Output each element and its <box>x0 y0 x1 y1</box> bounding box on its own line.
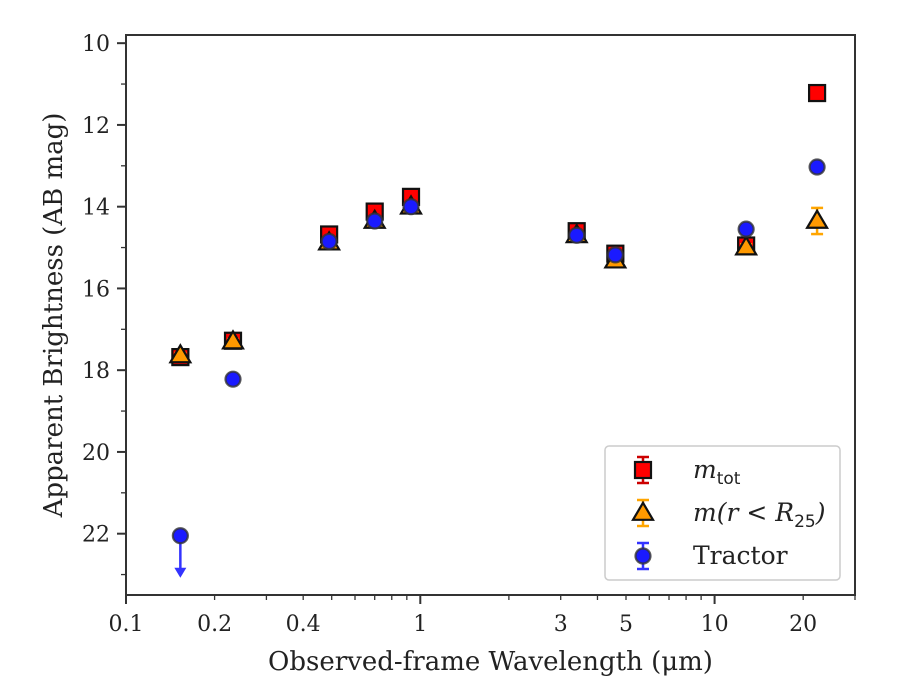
legend-label: mtot <box>693 455 741 489</box>
x-tick-label: 10 <box>701 612 729 637</box>
data-point <box>171 527 189 545</box>
y-tick-label: 12 <box>82 114 110 139</box>
legend-marker <box>633 460 653 480</box>
x-tick-label: 3 <box>554 612 568 637</box>
data-point <box>808 158 826 176</box>
x-tick-label: 20 <box>789 612 817 637</box>
x-tick-label: 1 <box>413 612 427 637</box>
data-point <box>221 329 245 350</box>
x-tick-label: 0.4 <box>286 612 321 637</box>
legend-entry: m(r < R25) <box>631 498 825 532</box>
legend-entry: mtot <box>633 455 741 489</box>
y-tick-label: 10 <box>82 32 110 57</box>
data-marks <box>168 83 830 578</box>
x-axis-label: Observed-frame Wavelength (μm) <box>268 647 713 677</box>
data-point <box>805 208 830 229</box>
plot-frame <box>125 34 856 596</box>
data-point <box>402 198 420 216</box>
upper-limit-arrow-head <box>174 567 187 578</box>
legend-marker <box>634 547 652 565</box>
data-point <box>737 220 755 238</box>
y-tick-label: 22 <box>82 523 110 548</box>
x-tick-label: 0.2 <box>197 612 232 637</box>
legend: mtot m(r < R25) Tractor <box>604 445 841 581</box>
y-tick-label: 18 <box>82 359 110 384</box>
legend-entry: Tractor <box>634 541 788 571</box>
y-tick-label: 16 <box>82 277 110 302</box>
y-tick-label: 14 <box>82 196 110 221</box>
data-point <box>224 370 242 388</box>
data-point <box>734 235 759 256</box>
series-circle <box>171 158 826 578</box>
legend-marker <box>631 500 655 521</box>
data-point <box>366 212 384 230</box>
data-point <box>168 343 193 364</box>
data-point <box>568 226 586 244</box>
data-point <box>807 83 827 103</box>
legend-label: Tractor <box>693 541 788 570</box>
data-point <box>320 232 338 251</box>
y-axis: 10 12 14 16 18 20 22 <box>82 32 126 576</box>
data-point <box>606 246 624 264</box>
legend-box <box>604 445 841 581</box>
x-axis: 0.1 0.2 0.4 1 3 5 10 20 <box>109 595 856 637</box>
y-axis-label: Apparent Brightness (AB mag) <box>39 113 69 519</box>
x-tick-label: 0.1 <box>109 612 144 637</box>
plot-area <box>125 34 856 596</box>
x-tick-label: 5 <box>619 612 633 637</box>
legend-label: m(r < R25) <box>693 498 825 532</box>
y-tick-label: 20 <box>82 441 110 466</box>
